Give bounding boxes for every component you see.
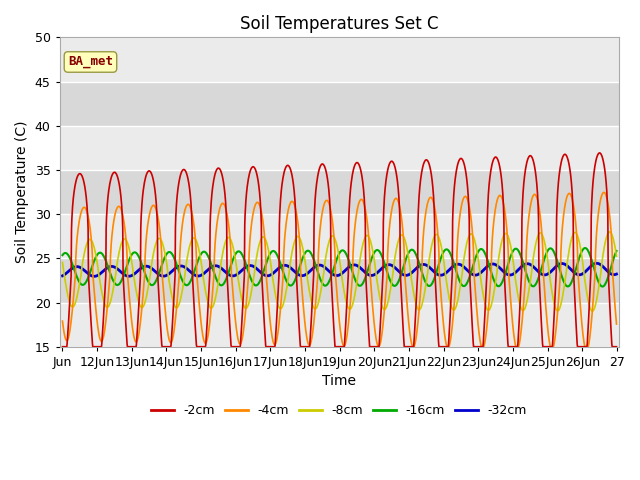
-32cm [90, 274, 98, 279]
-2cm [325, 187, 333, 193]
-32cm [325, 268, 333, 274]
-8cm [470, 235, 478, 241]
-32cm [146, 264, 154, 270]
-2cm [145, 168, 153, 174]
-4cm [612, 321, 620, 327]
-2cm [59, 344, 67, 349]
-8cm [606, 229, 614, 235]
-8cm [314, 300, 322, 306]
-4cm [606, 216, 614, 222]
Bar [60, 37, 619, 82]
-32cm [593, 261, 600, 266]
-32cm [612, 271, 620, 277]
Line: -8cm: -8cm [63, 232, 616, 311]
Bar [60, 126, 619, 170]
Text: BA_met: BA_met [68, 56, 113, 69]
-2cm [314, 170, 322, 176]
-32cm [552, 264, 559, 270]
-4cm [470, 275, 478, 280]
-16cm [145, 280, 153, 286]
-8cm [606, 229, 614, 235]
-16cm [612, 248, 620, 254]
-32cm [470, 272, 478, 278]
-2cm [596, 150, 604, 156]
-2cm [551, 292, 559, 298]
-16cm [59, 252, 67, 258]
-32cm [606, 270, 614, 276]
Line: -16cm: -16cm [63, 248, 616, 287]
-2cm [612, 344, 620, 349]
Line: -32cm: -32cm [63, 264, 616, 276]
-16cm [551, 252, 559, 258]
-8cm [325, 240, 333, 245]
-16cm [581, 245, 589, 251]
-4cm [409, 344, 417, 349]
-8cm [588, 308, 596, 314]
-16cm [325, 279, 333, 285]
Legend: -2cm, -4cm, -8cm, -16cm, -32cm: -2cm, -4cm, -8cm, -16cm, -32cm [146, 399, 532, 422]
-2cm [470, 344, 478, 349]
Y-axis label: Soil Temperature (C): Soil Temperature (C) [15, 121, 29, 263]
-16cm [598, 284, 606, 289]
Line: -2cm: -2cm [63, 153, 616, 347]
-16cm [314, 271, 322, 276]
-8cm [145, 279, 153, 285]
-4cm [314, 252, 322, 257]
Line: -4cm: -4cm [63, 192, 616, 347]
X-axis label: Time: Time [322, 374, 356, 388]
Title: Soil Temperatures Set C: Soil Temperatures Set C [240, 15, 438, 33]
-32cm [59, 273, 67, 279]
-4cm [59, 318, 67, 324]
-32cm [315, 262, 323, 268]
Bar [60, 302, 619, 347]
-2cm [606, 300, 614, 305]
-16cm [470, 260, 478, 266]
-4cm [600, 190, 608, 195]
-16cm [606, 268, 614, 274]
-8cm [612, 253, 620, 259]
-8cm [551, 304, 559, 310]
-4cm [325, 200, 333, 206]
-4cm [552, 331, 559, 336]
-8cm [59, 260, 67, 265]
-4cm [145, 214, 153, 219]
Bar [60, 214, 619, 258]
